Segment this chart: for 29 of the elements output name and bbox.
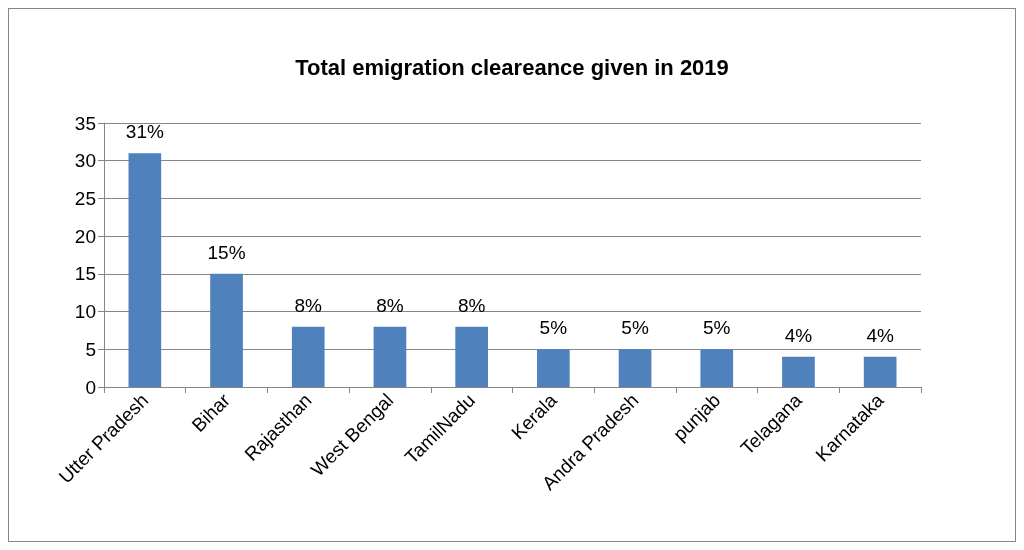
- bar: [455, 326, 488, 387]
- data-label: 8%: [376, 294, 404, 316]
- y-tick-label: 20: [74, 225, 96, 247]
- y-tick-label: 0: [85, 376, 96, 398]
- bar: [782, 356, 815, 387]
- data-label: 8%: [294, 294, 323, 316]
- data-label: 5%: [621, 317, 649, 339]
- bar: [618, 349, 652, 387]
- bar: [537, 349, 570, 387]
- data-label: 5%: [703, 317, 731, 339]
- data-label: 4%: [784, 324, 813, 346]
- data-label: 31%: [125, 121, 164, 143]
- bar: [373, 326, 407, 387]
- bar: [863, 356, 897, 387]
- y-tick-label: 10: [74, 301, 96, 323]
- bar: [128, 153, 162, 387]
- y-tick-label: 5: [85, 338, 96, 360]
- data-label: 5%: [539, 317, 568, 339]
- chart-title: Total emigration cleareance given in 2019: [295, 54, 729, 80]
- bar: [210, 273, 243, 387]
- y-tick-label: 35: [74, 112, 96, 134]
- data-label: 4%: [866, 324, 894, 346]
- y-tick-label: 15: [74, 263, 96, 285]
- y-tick-label: 30: [74, 150, 96, 172]
- data-label: 15%: [207, 241, 246, 263]
- data-label: 8%: [457, 294, 486, 316]
- bar: [700, 349, 734, 387]
- y-tick-label: 25: [74, 187, 96, 209]
- bar: [291, 326, 325, 387]
